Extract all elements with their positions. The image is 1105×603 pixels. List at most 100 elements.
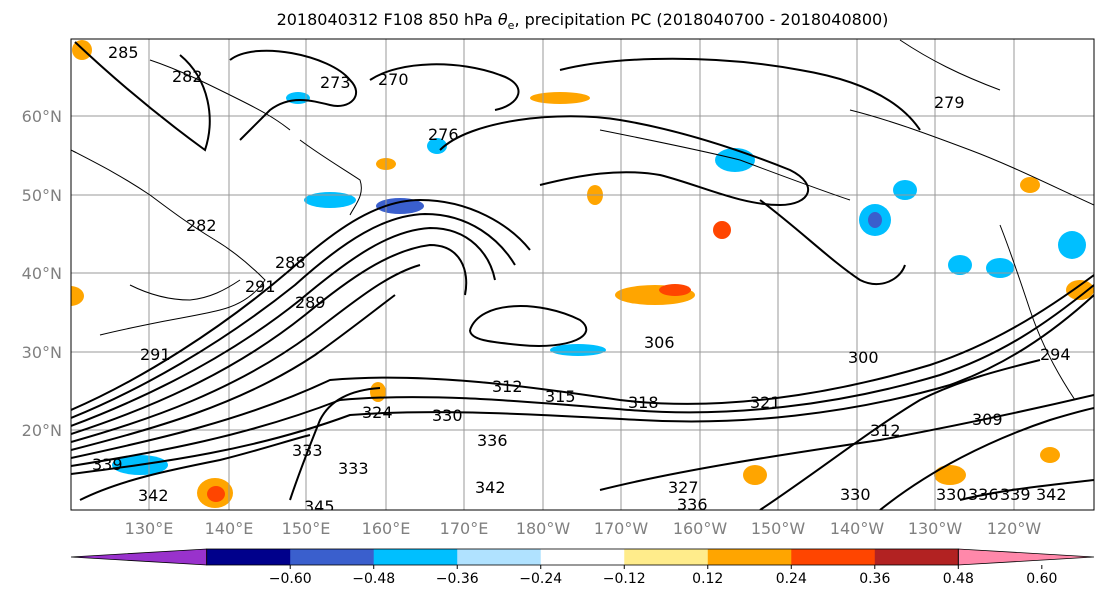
lon-label: 160°W [673,519,728,538]
lat-label: 30°N [22,343,62,362]
colorbar-tick-label: 0.24 [776,571,807,587]
lon-label: 140°E [205,519,254,538]
map-content: 285 282 273 270 276 279 282 288 291 289 … [71,39,1094,516]
contour-label: 294 [1040,345,1071,364]
lon-label: 140°W [830,519,885,538]
contour-label: 342 [138,486,169,505]
colorbar-tick-label: −0.48 [352,571,395,587]
precip-neg-blob [304,192,356,208]
lon-label: 130°W [908,519,963,538]
precip-pos-blob [934,465,966,485]
colorbar-cell [290,549,375,565]
colorbar-tick-label: 0.12 [692,571,723,587]
colorbar-cell [791,549,876,565]
precip-neg-blob [948,255,972,275]
contour-label: 333 [338,459,369,478]
colorbar: −0.60 −0.48 −0.36 −0.24 −0.12 0.12 0.24 0.36 0.4… [70,548,1095,587]
lat-label: 20°N [22,421,62,440]
contour-label: 318 [628,393,659,412]
contour-label: 288 [275,253,306,272]
precip-pos-blob [530,92,590,104]
precip-neg-blob [715,148,755,172]
lon-label: 170°W [594,519,649,538]
precip-neg-blob [427,138,447,154]
precip-neg-blob [550,344,606,356]
contour-label: 336 [968,485,999,504]
map-title: 2018040312 F108 850 hPa θe, precipitatio… [0,10,1105,32]
precip-neg-blob [893,180,917,200]
contour-label: 345 [304,497,335,516]
colorbar-tick-label: 0.60 [1026,571,1057,587]
contour-label: 276 [428,125,459,144]
theta-e-contours [71,41,1094,510]
lon-label: 180°W [516,519,571,538]
lon-label: 150°W [751,519,806,538]
contour-label: 315 [545,387,576,406]
precip-pos-strong-blob [659,284,691,296]
contour-label: 321 [750,393,781,412]
colorbar-extend-min [70,548,208,566]
lon-label: 150°E [282,519,331,538]
lon-label: 130°E [125,519,174,538]
contour-label: 330 [432,406,463,425]
lon-labels: 130°E 140°E 150°E 160°E 170°E 180°W 170°… [125,519,1042,538]
contour-label: 324 [362,403,393,422]
precip-pos-blob [1020,177,1040,193]
colorbar-border [206,548,959,566]
contour-label: 300 [848,348,879,367]
contour-label: 339 [1000,485,1031,504]
lon-label: 160°E [362,519,411,538]
contour-label: 306 [644,333,675,352]
colorbar-cell [874,549,959,565]
colorbar-tick-label: −0.12 [603,571,646,587]
title-prefix: 2018040312 F108 850 hPa [276,10,498,29]
precip-pos-blob [743,465,767,485]
colorbar-tick-label: −0.36 [436,571,479,587]
gridlines [71,39,1094,510]
precip-pos-blob [1040,447,1060,463]
contour-label: 327 [668,478,699,497]
lat-label: 60°N [22,107,62,126]
contour-label: 285 [108,43,139,62]
precip-pos-strong-blob [713,221,731,239]
colorbar-cell [206,549,291,565]
lat-label: 50°N [22,186,62,205]
title-theta: θ [497,10,508,29]
colorbar-tick-label: −0.60 [269,571,312,587]
colorbar-ticks: −0.60 −0.48 −0.36 −0.24 −0.12 0.12 0.24 0.36 0.4… [269,565,1057,587]
contour-label: 312 [492,377,523,396]
precip-pos-blob [71,286,84,306]
precip-pos-blob [370,382,386,402]
precip-shading [71,40,1094,508]
contour-labels: 285 282 273 270 276 279 282 288 291 289 … [92,43,1071,516]
colorbar-cell [707,549,792,565]
contour-label: 282 [186,216,217,235]
lat-labels: 60°N 50°N 40°N 30°N 20°N [22,107,62,440]
contour-label: 309 [972,410,1003,429]
precip-pos-strong-blob [207,486,225,502]
lon-label: 120°W [987,519,1042,538]
contour-label: 270 [378,70,409,89]
colorbar-cell [624,549,709,565]
precip-neg-strong-blob [868,212,882,228]
coastlines [71,39,1094,401]
lat-label: 40°N [22,264,62,283]
contour-label: 289 [295,293,326,312]
precip-neg-blob [986,258,1014,278]
contour-label: 342 [1036,485,1067,504]
contour-label: 291 [140,345,171,364]
precip-neg-strong-blob [376,198,424,214]
contour-label: 282 [172,67,203,86]
title-sub: e [507,19,515,33]
contour-label: 279 [934,93,965,112]
title-suffix: , precipitation PC (2018040700 - 2018040… [514,10,889,29]
contour-label: 336 [677,495,708,514]
colorbar-cells [70,548,1095,566]
contour-label: 312 [870,421,901,440]
colorbar-cell [373,549,458,565]
precip-neg-blob [1058,231,1086,259]
colorbar-cell [540,549,625,565]
contour-label: 330 [840,485,871,504]
colorbar-tick-label: 0.48 [943,571,974,587]
